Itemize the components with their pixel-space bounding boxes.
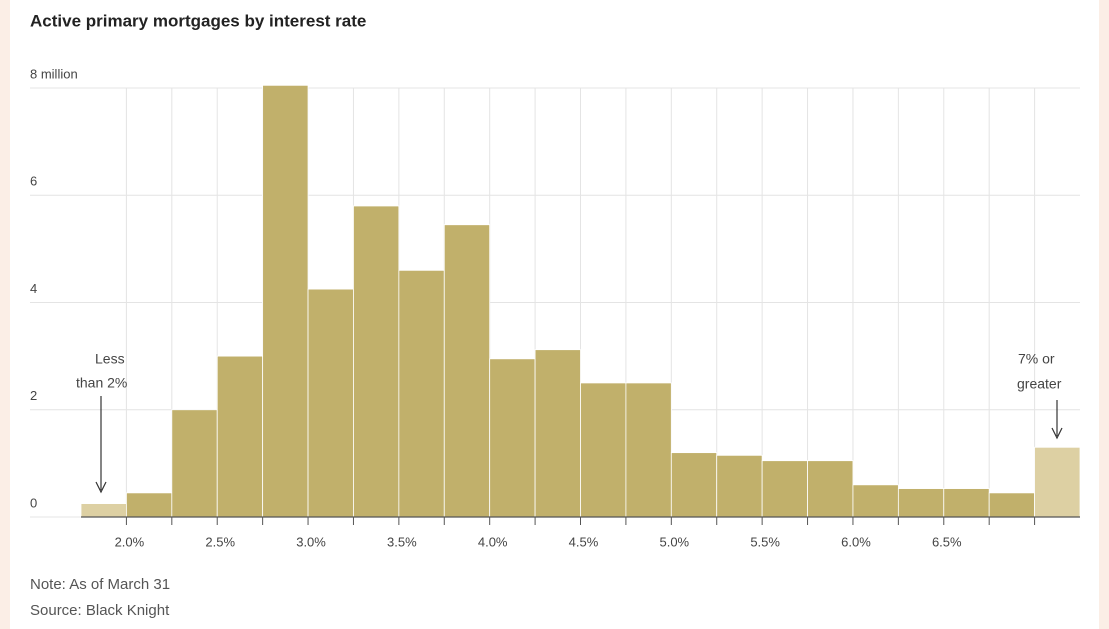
panel (10, 0, 1099, 629)
annotation-arrowhead (95, 481, 107, 494)
bar (398, 269, 445, 518)
chart-title: Active primary mortgages by interest rat… (30, 11, 366, 30)
x-tick-label: 5.0% (659, 534, 689, 549)
bar (670, 452, 718, 518)
bar (625, 382, 672, 518)
y-tick-label: 0 (30, 495, 37, 510)
bar (353, 205, 400, 518)
y-tick-label: 4 (30, 281, 37, 296)
bar (761, 460, 808, 518)
bar (580, 382, 627, 518)
bar (216, 355, 264, 518)
annotation-arrowhead (1051, 427, 1063, 440)
bar (262, 84, 309, 518)
annotation: than 2% (76, 375, 127, 391)
annotation: greater (1017, 376, 1062, 392)
bar (852, 484, 899, 518)
x-tick-label: 2.5% (205, 534, 235, 549)
bar (943, 488, 990, 518)
y-tick-label: 8 million (30, 66, 78, 81)
x-tick-label: 4.0% (478, 534, 508, 549)
annotation: Less (95, 351, 125, 367)
bar (807, 460, 854, 518)
axes: 0 2 4 6 8 million 2.0% 2.5% 3.0% 3.5% 4.0% 4.5% 5.0… (30, 66, 1080, 549)
bar (897, 488, 945, 518)
bar (126, 492, 173, 518)
y-tick-label: 2 (30, 388, 37, 403)
bar (988, 492, 1035, 518)
bar (171, 409, 218, 518)
bar (489, 358, 536, 518)
annotation: 7% or (1018, 351, 1055, 367)
source: Source: Black Knight (30, 602, 170, 619)
bar (716, 454, 763, 518)
y-tick-label: 6 (30, 174, 37, 189)
bar (534, 349, 581, 518)
bar (307, 288, 354, 518)
x-tick-label: 2.0% (115, 534, 145, 549)
bar (443, 224, 491, 518)
bar (1034, 446, 1081, 518)
x-tick-label: 6.0% (841, 534, 871, 549)
x-tick-label: 3.5% (387, 534, 417, 549)
note: Note: As of March 31 (30, 576, 170, 593)
x-tick-label: 5.5% (750, 534, 780, 549)
x-tick-label: 3.0% (296, 534, 326, 549)
bars (80, 84, 1081, 518)
x-tick-label: 4.5% (569, 534, 599, 549)
bar (80, 503, 127, 518)
x-tick-label: 6.5% (932, 534, 962, 549)
